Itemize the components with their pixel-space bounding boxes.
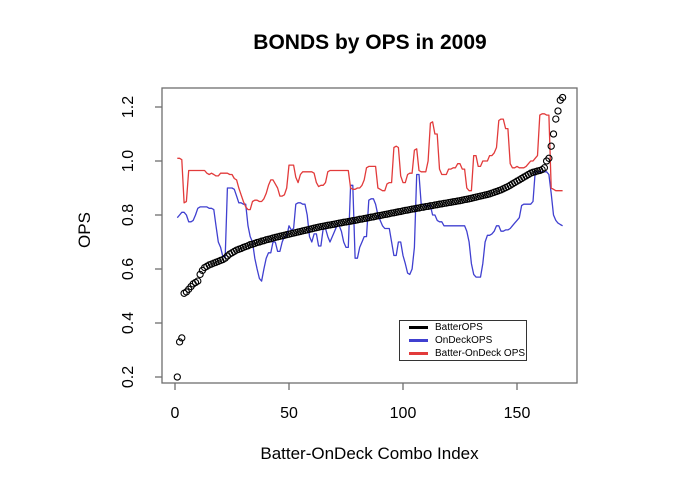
x-axis-label: Batter-OnDeck Combo Index <box>260 444 479 463</box>
x-tick-label: 0 <box>171 405 180 422</box>
legend-swatch-blue <box>409 339 428 342</box>
legend-label: Batter-OnDeck OPS <box>435 348 526 359</box>
batter-ondeck-ops-line <box>177 113 563 211</box>
y-tick-label: 1.2 <box>120 96 137 118</box>
data-point-circle <box>194 277 202 285</box>
data-point-circle <box>422 202 430 211</box>
legend-swatch-red <box>409 352 428 355</box>
x-tick-label: 100 <box>390 405 417 422</box>
data-point-circle <box>540 164 549 172</box>
plot-frame <box>161 87 578 384</box>
data-point-circle <box>221 254 229 262</box>
y-tick-label: 0.2 <box>120 366 137 388</box>
legend-swatch-black <box>409 326 428 329</box>
ondeck-ops-line <box>176 171 563 282</box>
legend-box: BatterOPS OnDeckOPS Batter-OnDeck OPS <box>399 320 527 361</box>
data-point-circle <box>547 142 555 150</box>
data-point-circle <box>549 130 558 138</box>
legend-item-ondeck-ops: OnDeckOPS <box>409 335 526 346</box>
chart-title: BONDS by OPS in 2009 <box>253 31 487 54</box>
legend-label: OnDeckOPS <box>435 335 493 346</box>
data-point-circle <box>558 93 567 102</box>
legend-label: BatterOPS <box>435 322 483 333</box>
data-point-circle <box>538 165 546 174</box>
data-point-circle <box>552 115 560 123</box>
data-point-circle <box>417 203 425 212</box>
data-point-circle <box>196 270 204 279</box>
batter-ops-points <box>173 93 567 381</box>
data-point-circle <box>545 154 553 162</box>
data-point-circle <box>173 373 181 381</box>
data-point-circle <box>356 215 364 223</box>
legend-item-batter-ondeck-ops: Batter-OnDeck OPS <box>409 348 526 359</box>
data-point-circle <box>554 107 562 115</box>
legend-item-batter-ops: BatterOPS <box>409 322 526 333</box>
x-axis: 0 50 100 150 <box>171 383 531 422</box>
data-point-circle <box>175 338 184 346</box>
y-axis: 0.2 0.4 0.6 0.8 1.0 1.2 <box>120 96 162 388</box>
y-tick-label: 1.0 <box>120 150 137 172</box>
y-tick-label: 0.6 <box>120 258 137 280</box>
y-tick-label: 0.8 <box>120 204 137 226</box>
x-tick-label: 150 <box>504 405 531 422</box>
x-tick-label: 50 <box>280 405 298 422</box>
data-point-circle <box>178 334 186 342</box>
y-tick-label: 0.4 <box>120 312 137 334</box>
